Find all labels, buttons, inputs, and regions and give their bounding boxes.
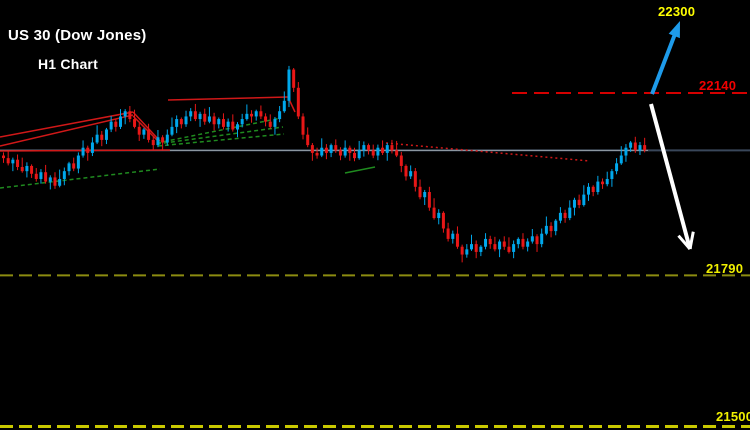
resistance-price-label: 22140 — [699, 78, 737, 93]
support-price-label: 21790 — [706, 261, 744, 276]
chart-title: US 30 (Dow Jones) — [8, 27, 147, 44]
lower-support-price-label: 21500 — [716, 409, 750, 424]
target-up-price-label: 22300 — [658, 4, 696, 19]
timeframe-label: H1 Chart — [38, 56, 98, 72]
